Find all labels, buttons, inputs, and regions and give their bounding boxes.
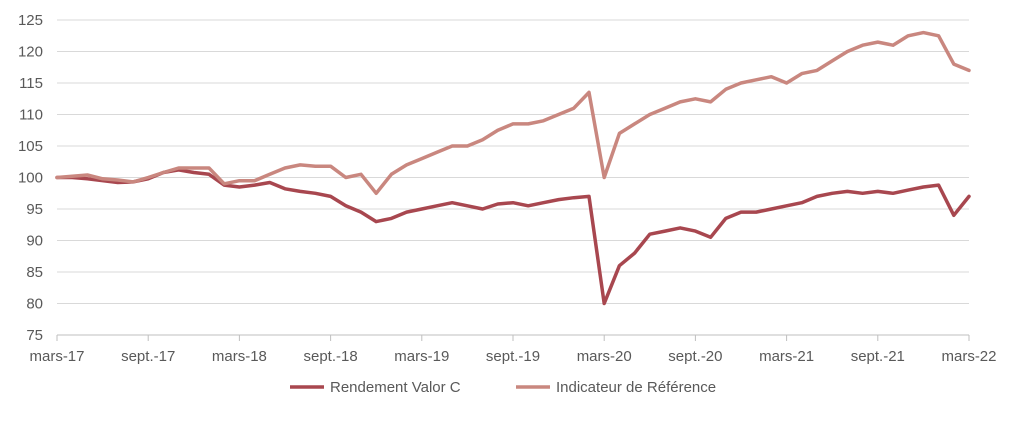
legend-label: Indicateur de Référence [556, 379, 716, 396]
x-tick-label: sept.-21 [851, 348, 905, 365]
y-tick-label: 95 [26, 201, 43, 218]
legend: Rendement Valor C Indicateur de Référence [290, 379, 716, 396]
x-tick-label: mars-17 [29, 348, 84, 365]
axes: 75 80 85 90 95 100 105 110 115 120 125 mars-17 sept.… [18, 12, 997, 365]
y-tick-label: 75 [26, 327, 43, 344]
y-tick-label: 105 [18, 138, 43, 155]
y-tick-label: 110 [19, 107, 43, 124]
x-tick-label: mars-20 [577, 348, 632, 365]
y-tick-label: 90 [26, 233, 43, 250]
y-tick-label: 125 [18, 12, 43, 29]
x-tick-label: mars-19 [394, 348, 449, 365]
y-tick-label: 80 [26, 296, 43, 313]
x-tick-label: mars-21 [759, 348, 814, 365]
x-tick-label: sept.-17 [121, 348, 175, 365]
series-line-1 [55, 168, 971, 306]
x-tick-label: sept.-20 [668, 348, 722, 365]
y-tick-label: 100 [18, 170, 43, 187]
y-tick-label: 120 [18, 44, 43, 61]
series-line-2 [55, 30, 971, 196]
x-tick-label: sept.-18 [303, 348, 357, 365]
x-tick-label: mars-22 [941, 348, 996, 365]
x-tick-label: sept.-19 [486, 348, 540, 365]
y-tick-label: 85 [26, 264, 43, 281]
x-tick-label: mars-18 [212, 348, 267, 365]
series-lines [55, 30, 971, 306]
legend-label: Rendement Valor C [330, 379, 461, 396]
grid-lines [57, 19, 969, 304]
y-tick-label: 115 [19, 75, 43, 92]
